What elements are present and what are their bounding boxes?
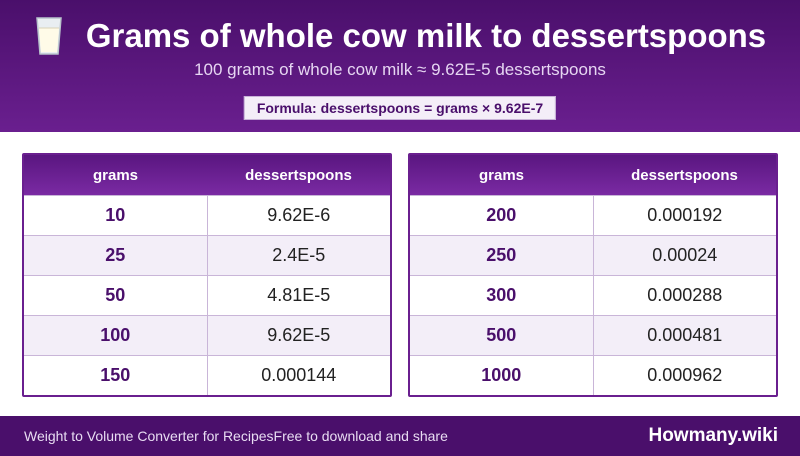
grams-cell: 250 [410, 236, 594, 275]
footer-tagline: Weight to Volume Converter for RecipesFr… [24, 428, 448, 444]
grams-cell: 10 [24, 196, 208, 235]
dessertspoons-cell: 0.000144 [261, 365, 337, 385]
dessertspoons-cell: 0.00024 [652, 245, 718, 265]
column-header-dessertspoons: dessertspoons [631, 166, 738, 184]
milk-glass-icon [36, 17, 62, 55]
column-header-dessertspoons: dessertspoons [245, 166, 352, 184]
page-subtitle: 100 grams of whole cow milk ≈ 9.62E-5 de… [194, 60, 606, 79]
grams-cell: 200 [410, 196, 594, 235]
table-row: 100 9.62E-5 [24, 315, 390, 355]
formula-badge: Formula: dessertspoons = grams × 9.62E-7 [243, 96, 557, 120]
column-header-grams: grams [92, 166, 139, 184]
dessertspoons-cell: 0.000192 [647, 205, 723, 225]
grams-cell: 50 [24, 276, 208, 315]
table-row: 25 2.4E-5 [24, 235, 390, 275]
table-row: 150 0.000144 [24, 355, 390, 395]
conversion-table-left: grams dessertspoons 10 9.62E-6 25 2.4E-5… [22, 153, 392, 397]
table-row: 50 4.81E-5 [24, 275, 390, 315]
grams-cell: 1000 [410, 356, 594, 395]
title-row: Grams of whole cow milk to dessertspoons [0, 14, 800, 58]
grams-cell: 25 [24, 236, 208, 275]
dessertspoons-cell: 9.62E-5 [267, 325, 331, 345]
dessertspoons-cell: 0.000962 [647, 365, 723, 385]
conversion-table-right: grams dessertspoons 200 0.000192 250 0.0… [408, 153, 778, 397]
table-row: 300 0.000288 [410, 275, 776, 315]
dessertspoons-cell: 0.000288 [647, 285, 723, 305]
grams-cell: 150 [24, 356, 208, 395]
grams-cell: 500 [410, 316, 594, 355]
dessertspoons-cell: 4.81E-5 [267, 285, 331, 305]
header-banner: Grams of whole cow milk to dessertspoons… [0, 0, 800, 132]
table-row: 250 0.00024 [410, 235, 776, 275]
table-row: 10 9.62E-6 [24, 195, 390, 235]
dessertspoons-cell: 9.62E-6 [267, 205, 331, 225]
dessertspoons-cell: 2.4E-5 [272, 245, 326, 265]
table-row: 1000 0.000962 [410, 355, 776, 395]
table-row: 500 0.000481 [410, 315, 776, 355]
grams-cell: 300 [410, 276, 594, 315]
table-header: grams dessertspoons [410, 155, 776, 195]
column-header-grams: grams [478, 166, 525, 184]
dessertspoons-cell: 0.000481 [647, 325, 723, 345]
grams-cell: 100 [24, 316, 208, 355]
table-row: 200 0.000192 [410, 195, 776, 235]
brand-link[interactable]: Howmany.wiki [648, 425, 778, 446]
table-header: grams dessertspoons [24, 155, 390, 195]
page-title: Grams of whole cow milk to dessertspoons [85, 17, 767, 54]
footer-bar: Weight to Volume Converter for RecipesFr… [0, 416, 800, 456]
